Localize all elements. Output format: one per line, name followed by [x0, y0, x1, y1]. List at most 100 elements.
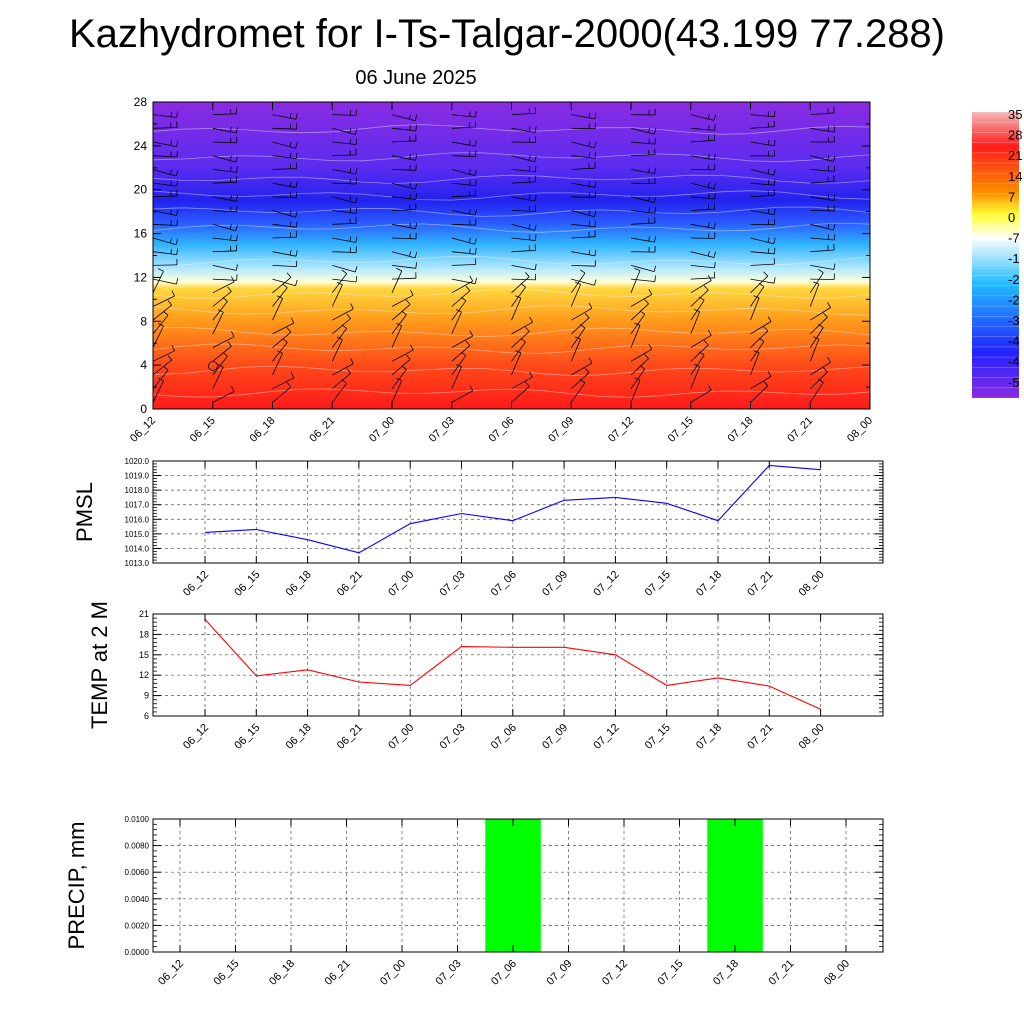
wind-barb	[750, 218, 775, 226]
wind-barb	[391, 182, 418, 190]
wind-barb	[571, 249, 597, 257]
wind-barb	[391, 310, 407, 335]
wind-barb	[272, 221, 298, 228]
wind-barb	[809, 336, 820, 362]
wind-barb	[212, 155, 238, 163]
wind-barb	[810, 155, 836, 162]
wind-barb	[571, 181, 597, 188]
colorbar-label: -2	[1008, 292, 1020, 307]
wind-barb	[571, 357, 593, 376]
upper-panel: 0 4 8 12 16 20 24 28 06_12 06_15 06_18 06_21 07_00 07…	[128, 95, 875, 445]
x-tick-label: 07_12	[591, 722, 621, 752]
y-tick-label: 24	[134, 139, 148, 153]
colorbar-label: -3	[1008, 313, 1020, 328]
wind-barb	[630, 377, 641, 403]
wind-barb	[451, 275, 474, 294]
y-ticks: 0.0000 0.0020 0.0040 0.0060 0.0080 0.0100	[125, 815, 883, 957]
x-tick-label: 07_15	[656, 958, 686, 988]
wind-barb	[869, 183, 870, 184]
wind-barb	[690, 285, 709, 307]
x-tick-label: 07_00	[378, 958, 408, 988]
wind-barb	[630, 138, 656, 145]
wind-barb	[869, 374, 870, 375]
y-tick-label: 15	[139, 650, 149, 660]
wind-barb	[332, 368, 351, 390]
pmsl-panel: 1013.0 1014.0 1015.0 1016.0 1017.0 1018.0 1019…	[72, 457, 884, 599]
y-tick-label: 1013.0	[125, 559, 150, 568]
x-tick-label: 07_18	[711, 958, 741, 988]
wind-barb	[272, 272, 292, 294]
wind-barb	[212, 364, 224, 389]
wind-barb	[332, 127, 358, 135]
wind-barb	[153, 189, 178, 198]
wind-barb	[869, 319, 870, 321]
wind-barb	[153, 219, 178, 226]
wind-barb	[332, 109, 357, 116]
x-tick-label: 07_06	[489, 569, 519, 599]
colorbar-label: -4	[1008, 354, 1020, 369]
wind-barb	[810, 302, 831, 321]
x-tick-label: 07_18	[726, 415, 756, 445]
wind-barb	[332, 265, 358, 273]
x-tick-label: 06_18	[284, 569, 314, 599]
wind-barb	[571, 162, 596, 170]
wind-barb	[332, 217, 357, 225]
wind-barb	[690, 329, 712, 348]
wind-barb	[869, 387, 870, 389]
wind-barb	[212, 205, 238, 213]
x-tick-label: 07_06	[487, 415, 517, 445]
wind-barb	[212, 126, 238, 134]
y-tick-label: 18	[139, 629, 149, 639]
wind-barb	[750, 258, 775, 266]
x-tick-label: 06_15	[232, 569, 262, 599]
y-tick-label: 0	[140, 402, 147, 416]
x-tick-label: 07_15	[643, 722, 673, 752]
contour-line	[153, 206, 870, 217]
x-tick-label: 07_03	[438, 569, 468, 599]
wind-barb	[571, 141, 597, 149]
upper-panel-field	[153, 102, 870, 409]
wind-barb	[272, 278, 298, 287]
wind-barb	[391, 299, 411, 321]
y-tick-label: 1015.0	[125, 530, 150, 539]
wind-barb	[869, 224, 870, 225]
colorbar-label: 14	[1008, 169, 1022, 184]
wind-barb	[869, 210, 870, 211]
wind-barb	[332, 167, 358, 175]
x-tick-label: 06_18	[267, 958, 297, 988]
wind-barb	[571, 313, 590, 335]
wind-barb	[153, 121, 178, 129]
wind-barb	[272, 152, 298, 159]
x-tick-label: 06_21	[335, 722, 365, 752]
wind-barb	[451, 140, 477, 147]
y-tick-label: 0.0000	[125, 948, 150, 957]
wind-barb	[451, 285, 471, 307]
wind-barb	[511, 244, 536, 253]
wind-barb	[869, 251, 870, 253]
precip-bar	[485, 819, 541, 952]
x-tick-label: 07_18	[694, 569, 724, 599]
wind-barb	[391, 251, 418, 259]
wind-barb	[571, 152, 597, 159]
wind-barb	[810, 356, 831, 376]
wind-barb	[272, 260, 298, 267]
x-tick-label: 06_15	[232, 722, 262, 752]
colorbar-label: -4	[1008, 334, 1020, 349]
wind-barb	[272, 283, 288, 307]
wind-barb	[212, 331, 235, 348]
wind-barb	[809, 269, 824, 294]
wind-barb	[630, 299, 649, 321]
wind-barb	[750, 179, 776, 186]
wind-barb	[332, 177, 357, 185]
wind-barb	[332, 196, 358, 204]
y-tick-label: 21	[139, 609, 149, 619]
wind-barb	[750, 271, 769, 294]
wind-barb	[451, 111, 477, 118]
wind-barb	[451, 340, 471, 362]
x-tick-label: 07_06	[489, 722, 519, 752]
colorbar-label: 21	[1008, 148, 1022, 163]
wind-barb	[630, 267, 641, 293]
colorbar-label: -7	[1008, 231, 1020, 246]
plot-frame	[152, 460, 884, 564]
